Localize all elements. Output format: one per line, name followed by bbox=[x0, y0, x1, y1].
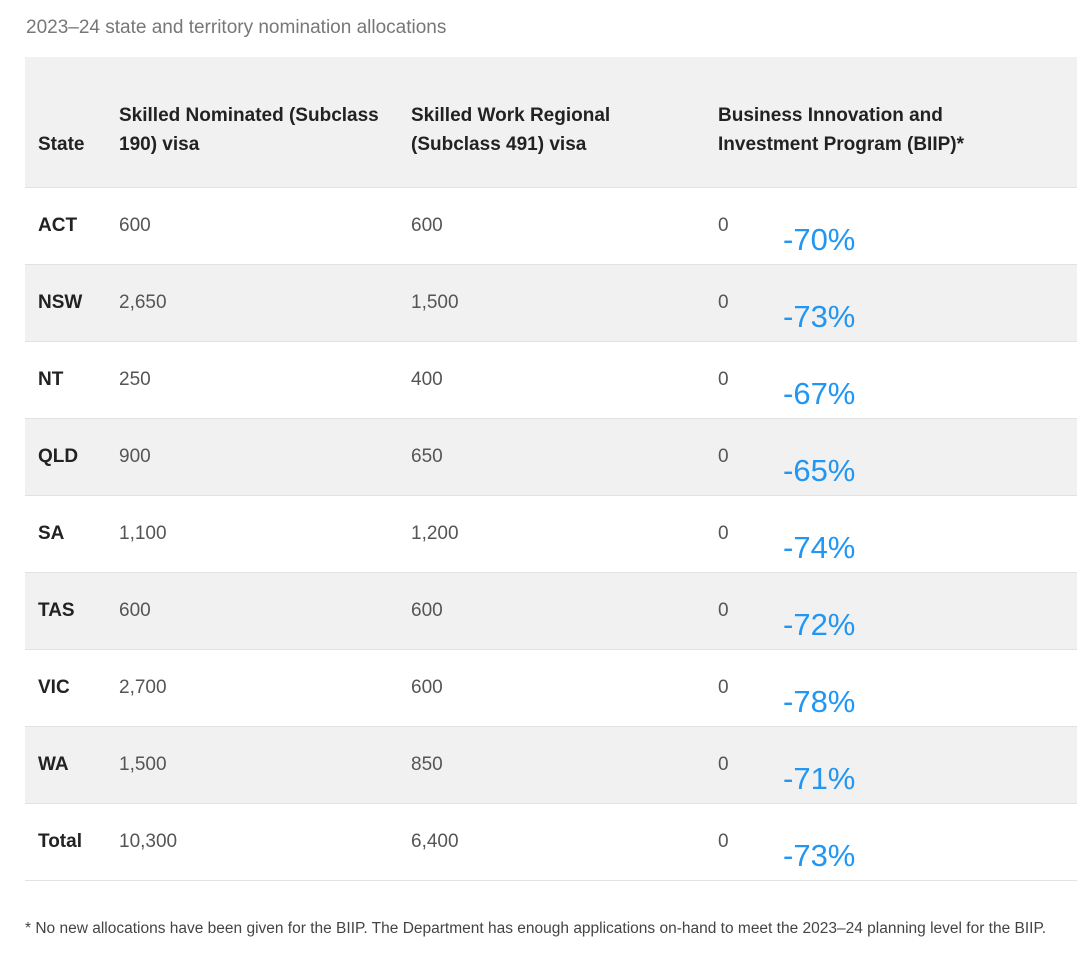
state-cell: NSW bbox=[38, 292, 83, 313]
value-cell: 1,100 bbox=[119, 523, 167, 544]
value-cell: 0 bbox=[718, 600, 729, 621]
value-cell: 0 bbox=[718, 754, 729, 775]
value-cell: 900 bbox=[119, 446, 151, 467]
state-cell: WA bbox=[38, 754, 69, 775]
table-row: Total 10,300 6,400 0 -73% bbox=[25, 804, 1077, 881]
change-annotation: -70% bbox=[783, 222, 856, 257]
change-annotation: -78% bbox=[783, 684, 856, 719]
value-cell: 600 bbox=[119, 215, 151, 236]
value-cell: 6,400 bbox=[411, 831, 459, 852]
change-annotation: -71% bbox=[783, 761, 856, 796]
change-annotation: -65% bbox=[783, 453, 856, 488]
value-cell: 2,650 bbox=[119, 292, 167, 313]
value-cell: 600 bbox=[411, 215, 443, 236]
value-cell: 0 bbox=[718, 831, 729, 852]
value-cell: 600 bbox=[119, 600, 151, 621]
header-cell: Skilled Nominated (Subclass 190) visa bbox=[119, 105, 379, 155]
change-annotation: -72% bbox=[783, 607, 856, 642]
value-cell: 850 bbox=[411, 754, 443, 775]
table-caption: 2023–24 state and territory nomination a… bbox=[26, 17, 447, 38]
value-cell: 650 bbox=[411, 446, 443, 467]
value-cell: 10,300 bbox=[119, 831, 178, 852]
state-cell: NT bbox=[38, 369, 64, 390]
state-cell: VIC bbox=[38, 677, 70, 698]
change-annotation: -67% bbox=[783, 376, 856, 411]
state-cell: ACT bbox=[38, 215, 78, 236]
value-cell: 0 bbox=[718, 446, 729, 467]
header-cell: Skilled Work Regional (Subclass 491) vis… bbox=[411, 105, 611, 155]
value-cell: 400 bbox=[411, 369, 443, 390]
state-cell: TAS bbox=[38, 600, 75, 621]
value-cell: 1,500 bbox=[411, 292, 459, 313]
change-annotation: -74% bbox=[783, 530, 856, 565]
table-row: WA 1,500 850 0 -71% bbox=[25, 727, 1077, 804]
table-row: TAS 600 600 0 -72% bbox=[25, 573, 1077, 650]
value-cell: 0 bbox=[718, 677, 729, 698]
value-cell: 2,700 bbox=[119, 677, 167, 698]
value-cell: 1,200 bbox=[411, 523, 459, 544]
value-cell: 600 bbox=[411, 600, 443, 621]
value-cell: 0 bbox=[718, 523, 729, 544]
table-row: ACT 600 600 0 -70% bbox=[25, 188, 1077, 265]
table: State Skilled Nominated (Subclass 190) vi… bbox=[25, 57, 1077, 881]
table-row: VIC 2,700 600 0 -78% bbox=[25, 650, 1077, 727]
state-cell: Total bbox=[38, 831, 82, 852]
value-cell: 1,500 bbox=[119, 754, 167, 775]
footnote: * No new allocations have been given for… bbox=[25, 920, 1047, 937]
header-cell: Business Innovation and Investment Progr… bbox=[718, 105, 964, 155]
state-cell: SA bbox=[38, 523, 65, 544]
value-cell: 0 bbox=[718, 215, 729, 236]
change-annotation: -73% bbox=[783, 299, 856, 334]
table-row: NSW 2,650 1,500 0 -73% bbox=[25, 265, 1077, 342]
change-annotation: -73% bbox=[783, 838, 856, 873]
table-row: NT 250 400 0 -67% bbox=[25, 342, 1077, 419]
table-header: State Skilled Nominated (Subclass 190) vi… bbox=[25, 57, 1077, 188]
header-cell: State bbox=[38, 134, 85, 155]
value-cell: 0 bbox=[718, 292, 729, 313]
state-cell: QLD bbox=[38, 446, 79, 467]
table-row: QLD 900 650 0 -65% bbox=[25, 419, 1077, 496]
value-cell: 600 bbox=[411, 677, 443, 698]
table-row: SA 1,100 1,200 0 -74% bbox=[25, 496, 1077, 573]
value-cell: 250 bbox=[119, 369, 151, 390]
value-cell: 0 bbox=[718, 369, 729, 390]
